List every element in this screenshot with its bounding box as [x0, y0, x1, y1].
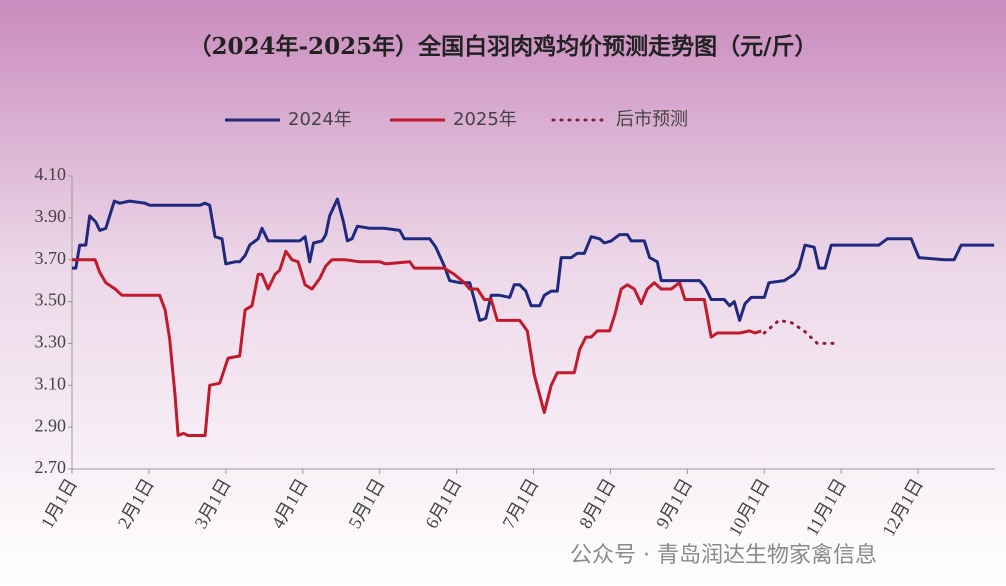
y-tick-label: 3.90	[35, 206, 67, 226]
y-tick-label: 3.30	[35, 332, 67, 352]
legend-label: 2024年	[288, 109, 352, 130]
y-tick-label: 3.10	[35, 373, 67, 393]
legend-label: 后市预测	[616, 109, 688, 130]
y-tick-label: 2.90	[35, 415, 67, 435]
series-line	[72, 249, 762, 437]
y-tick-label: 3.70	[35, 248, 67, 268]
chart-title: （2024年-2025年）全国白羽肉鸡均价预测走势图（元/斤）	[189, 33, 818, 60]
series-line	[72, 197, 995, 322]
y-tick-label: 3.50	[35, 290, 67, 310]
series-line	[762, 318, 839, 345]
y-tick-label: 2.70	[35, 457, 67, 477]
watermark: 公众号 · 青岛润达生物家禽信息	[570, 543, 877, 568]
y-tick-label: 4.10	[35, 164, 67, 184]
legend-label: 2025年	[453, 109, 517, 130]
